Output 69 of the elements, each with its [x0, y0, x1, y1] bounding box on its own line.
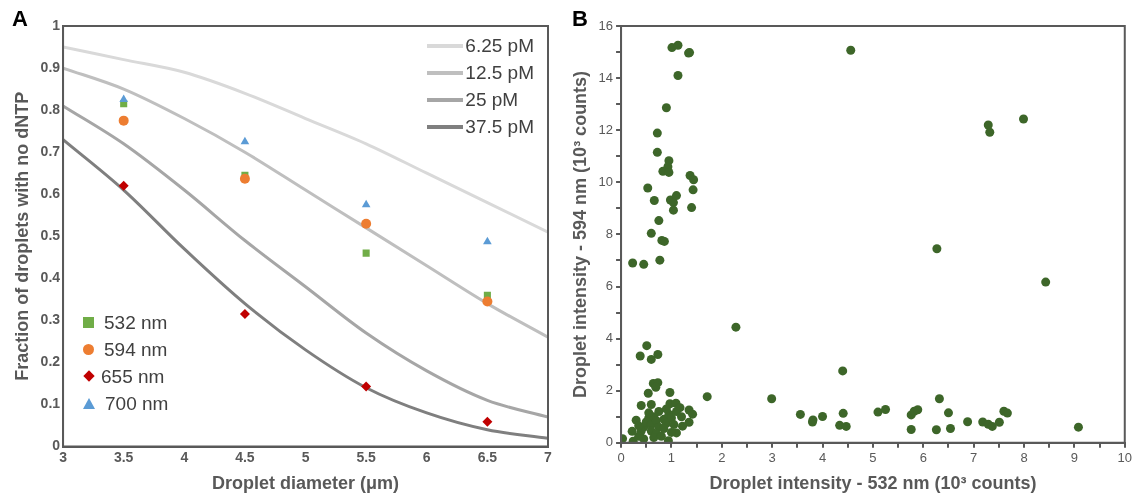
point [240, 136, 250, 145]
x-tick-label: 3 [59, 448, 68, 465]
x-tick-label: 10 [1117, 450, 1132, 466]
y-tick-label: 0.6 [40, 185, 61, 202]
x-tick-label: 7 [970, 450, 978, 466]
legend-label: 532 nm [104, 310, 168, 335]
legend-label: 700 nm [105, 391, 169, 416]
y-tick-label: 0.4 [40, 269, 61, 286]
x-tick-label: 4 [180, 448, 189, 465]
y-tick-label: 8 [605, 225, 614, 241]
x-tick-label: 5 [869, 450, 877, 466]
y-tick-label: 14 [598, 69, 614, 85]
x-tick-label: 2 [718, 450, 726, 466]
legend-label: 6.25 pM [465, 34, 534, 58]
x-tick-label: 6.5 [477, 448, 498, 465]
y-tick-label: 0.2 [40, 353, 61, 370]
y-tick-label: 0 [52, 437, 61, 454]
x-axis-title: Droplet intensity - 532 nm (10³ counts) [709, 473, 1037, 494]
y-tick-label: 12 [598, 121, 614, 137]
y-tick-label: 16 [598, 17, 614, 33]
line-series [63, 138, 548, 440]
point [361, 199, 371, 208]
y-tick-label: 0.9 [40, 58, 61, 75]
y-tick-label: 0.3 [40, 311, 61, 328]
point [483, 236, 492, 245]
x-tick-label: 6 [422, 448, 431, 465]
y-axis-title: Fraction of droplets with no dNTP [11, 91, 32, 381]
point [118, 115, 129, 126]
y-axis-title: Droplet intensity - 594 nm (10³ counts) [569, 70, 590, 398]
legend-label: 594 nm [104, 337, 168, 362]
point [239, 309, 250, 320]
x-tick-label: 1 [667, 450, 676, 466]
y-tick-label: 0.7 [40, 143, 61, 160]
x-tick-label: 3 [768, 450, 776, 466]
legend-label: 37.5 pM [465, 115, 534, 139]
x-tick-label: 9 [1070, 450, 1079, 466]
legend-label: 25 pM [465, 88, 519, 112]
y-tick-label: 6 [605, 278, 614, 294]
point [119, 94, 129, 103]
point [118, 180, 129, 191]
y-tick-label: 1 [52, 16, 61, 33]
x-axis-title: Droplet diameter (μm) [212, 473, 400, 494]
chart-title: A [12, 6, 28, 32]
x-tick-label: 6 [919, 450, 927, 466]
point [482, 416, 493, 427]
x-tick-label: 3.5 [113, 448, 134, 465]
legend-label: 655 nm [101, 364, 165, 389]
y-tick-label: 10 [598, 173, 614, 189]
point [239, 173, 250, 184]
legend-label: 12.5 pM [465, 61, 534, 85]
x-tick-label: 4.5 [235, 448, 255, 465]
line-series [63, 66, 548, 339]
point [361, 381, 372, 392]
point [361, 218, 372, 229]
y-tick-label: 0.8 [40, 100, 61, 117]
point [482, 296, 493, 307]
y-tick-label: 2 [605, 382, 614, 398]
x-tick-label: 7 [544, 448, 553, 465]
point [362, 249, 370, 257]
x-tick-label: 8 [1020, 450, 1028, 466]
x-tick-label: 5.5 [356, 448, 377, 465]
x-tick-label: 4 [818, 450, 827, 466]
chart-title: B [572, 6, 588, 32]
y-tick-label: 0 [605, 434, 614, 450]
x-tick-label: 5 [301, 448, 310, 465]
y-tick-label: 0.1 [40, 395, 61, 412]
y-tick-label: 4 [605, 330, 614, 346]
y-tick-label: 0.5 [40, 227, 61, 244]
x-tick-label: 0 [617, 450, 625, 466]
